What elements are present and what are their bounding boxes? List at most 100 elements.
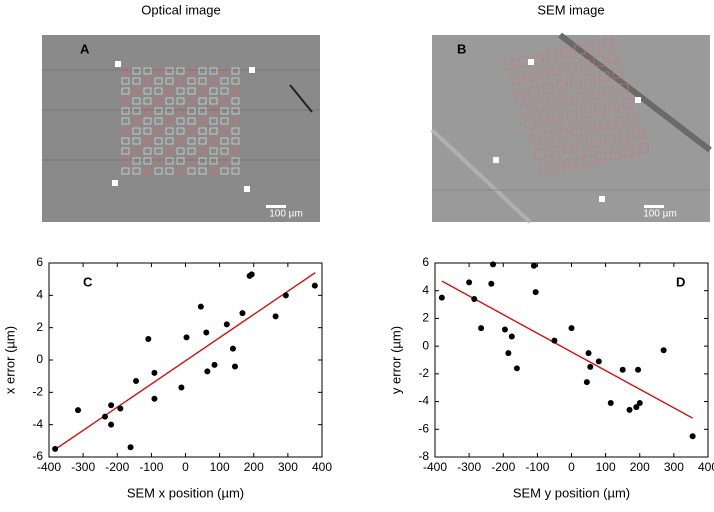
pattern-square [524, 119, 536, 130]
pattern-square [220, 77, 229, 85]
pattern-square [231, 97, 240, 105]
data-point [108, 421, 115, 428]
pattern-square [187, 97, 196, 105]
data-point [311, 282, 318, 289]
pattern-square [604, 134, 616, 145]
pattern-square [622, 98, 634, 109]
x-tick-label: -300 [71, 460, 95, 474]
pattern-square [121, 97, 130, 105]
pattern-square [528, 86, 540, 97]
scale-bar-label: 100 µm [269, 209, 303, 220]
pattern-square [187, 167, 196, 175]
y-tick-label: 2 [422, 311, 429, 325]
data-point [231, 363, 238, 370]
pattern-square [132, 77, 141, 85]
pattern-square [538, 116, 550, 127]
pattern-square [143, 137, 152, 145]
pattern-square [165, 107, 174, 115]
pattern-square [556, 80, 568, 91]
pattern-square [220, 117, 229, 125]
data-point [689, 433, 696, 440]
pattern-square [165, 117, 174, 125]
pattern-square [231, 137, 240, 145]
data-point [530, 262, 537, 269]
pattern-square [546, 50, 558, 61]
pattern-square [121, 137, 130, 145]
pattern-square [198, 107, 207, 115]
data-point [239, 310, 246, 317]
pattern-square [143, 107, 152, 115]
pattern-square [132, 167, 141, 175]
y-axis-label: y error (µm) [388, 326, 403, 394]
data-point [505, 350, 512, 357]
pattern-square [187, 67, 196, 75]
pattern-square [154, 167, 163, 175]
pattern-square [542, 83, 554, 94]
pattern-square [220, 127, 229, 135]
pattern-square [198, 77, 207, 85]
pattern-square [154, 97, 163, 105]
fiducial-marker [115, 61, 121, 67]
pattern-square [623, 146, 635, 157]
pattern-square [553, 161, 565, 172]
data-point [636, 399, 643, 406]
pattern-square [154, 67, 163, 75]
data-point [272, 313, 279, 320]
pattern-square [165, 137, 174, 145]
data-point [635, 366, 642, 373]
pattern-square [143, 67, 152, 75]
y-tick-label: 6 [36, 255, 43, 269]
x-tick-label: -200 [105, 460, 129, 474]
panel-label: A [80, 41, 90, 56]
pattern-square [121, 87, 130, 95]
data-point [229, 345, 236, 352]
pattern-square [607, 53, 619, 64]
data-point [568, 325, 575, 332]
pattern-square [132, 157, 141, 165]
pattern-square [198, 97, 207, 105]
fit-line [55, 272, 316, 450]
x-tick-label: -100 [525, 460, 549, 474]
pattern-square [143, 147, 152, 155]
data-point [178, 384, 185, 391]
pattern-square [602, 38, 614, 49]
pattern-square [165, 97, 174, 105]
pattern-square [220, 97, 229, 105]
pattern-square [570, 77, 582, 88]
fiducial-marker [599, 196, 605, 202]
plot-frame [48, 262, 323, 458]
image-texture [42, 69, 320, 161]
pattern-square [584, 74, 596, 85]
optical-image [42, 35, 320, 222]
data-point [438, 294, 445, 301]
data-point [551, 337, 558, 344]
pattern-square [562, 143, 574, 154]
scale-bar [266, 205, 286, 208]
pattern-square [187, 87, 196, 95]
data-point [282, 292, 289, 299]
data-point [595, 358, 602, 365]
sem-image [432, 35, 710, 222]
pattern-square [176, 137, 185, 145]
x-axis-label: SEM x position (µm) [127, 485, 244, 500]
pattern-square [576, 140, 588, 151]
pattern-square [176, 167, 185, 175]
pattern-grid [121, 67, 240, 175]
pattern-square [548, 146, 560, 157]
pattern-square [588, 41, 600, 52]
pattern-square [561, 95, 573, 106]
pattern-square [603, 86, 615, 97]
charts: -400 -300 -200 -100 0 100 200 300 400-6-4-20246S… [2, 255, 714, 500]
pattern-square [534, 149, 546, 160]
pattern-square [132, 107, 141, 115]
data-point [488, 280, 495, 287]
pattern-square [566, 110, 578, 121]
pattern-square [165, 77, 174, 85]
x-tick-label: 0 [568, 460, 575, 474]
fiducial-marker [635, 97, 641, 103]
pattern-square [571, 125, 583, 136]
pattern-square [165, 167, 174, 175]
pattern-square [198, 167, 207, 175]
pattern-square [154, 107, 163, 115]
pattern-square [198, 157, 207, 165]
